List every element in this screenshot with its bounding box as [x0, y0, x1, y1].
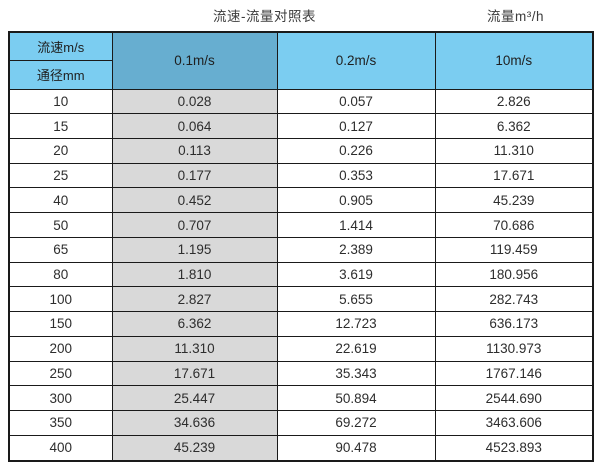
title-bar: 流速-流量对照表 流量m³/h — [0, 0, 600, 31]
table-row: 300 25.447 50.894 2544.690 — [8, 385, 594, 412]
table-row: 10 0.028 0.057 2.826 — [8, 88, 594, 115]
dn-cell: 200 — [8, 335, 113, 362]
dn-cell: 400 — [8, 434, 113, 462]
flow-value-cell: 2544.690 — [434, 385, 594, 412]
table-row: 150 6.362 12.723 636.173 — [8, 311, 594, 337]
flow-value-cell: 1767.146 — [434, 360, 594, 387]
dn-cell: 40 — [8, 187, 113, 214]
table-row: 100 2.827 5.655 282.743 — [8, 286, 594, 313]
flow-value-cell: 1.414 — [276, 212, 436, 238]
table-row: 25 0.177 0.353 17.671 — [8, 162, 594, 189]
flow-value-cell: 1.810 — [111, 261, 278, 288]
flow-value-cell: 90.478 — [276, 434, 436, 462]
flow-value-cell: 50.894 — [276, 385, 436, 412]
flow-value-cell: 0.905 — [276, 187, 436, 214]
flow-rate-table: 流速m/s 通径mm 0.1m/s 0.2m/s 10m/s 10 0.028 … — [8, 31, 594, 462]
column-header-0.1ms: 0.1m/s — [111, 31, 278, 90]
flow-value-cell: 0.177 — [111, 162, 278, 189]
flow-value-cell: 4523.893 — [434, 434, 594, 462]
corner-label-diameter: 通径mm — [36, 68, 85, 84]
dn-cell: 10 — [8, 88, 113, 115]
flow-value-cell: 12.723 — [276, 311, 436, 337]
dn-cell: 15 — [8, 113, 113, 139]
flow-value-cell: 11.310 — [434, 137, 594, 164]
dn-cell: 65 — [8, 236, 113, 263]
flow-value-cell: 25.447 — [111, 385, 278, 412]
flow-value-cell: 69.272 — [276, 410, 436, 436]
dn-cell: 350 — [8, 410, 113, 436]
column-header-10ms: 10m/s — [434, 31, 594, 90]
flow-value-cell: 636.173 — [434, 311, 594, 337]
flow-value-cell: 0.353 — [276, 162, 436, 189]
flow-value-cell: 6.362 — [434, 113, 594, 139]
flow-value-cell: 3463.606 — [434, 410, 594, 436]
flow-value-cell: 119.459 — [434, 236, 594, 263]
flow-value-cell: 17.671 — [434, 162, 594, 189]
flow-value-cell: 0.707 — [111, 212, 278, 238]
flow-value-cell: 0.127 — [276, 113, 436, 139]
flow-value-cell: 2.827 — [111, 286, 278, 313]
table-row: 15 0.064 0.127 6.362 — [8, 113, 594, 139]
corner-split: 流速m/s 通径mm — [10, 33, 112, 89]
flow-value-cell: 0.452 — [111, 187, 278, 214]
flow-value-cell: 2.826 — [434, 88, 594, 115]
flow-value-cell: 0.057 — [276, 88, 436, 115]
flow-value-cell: 3.619 — [276, 261, 436, 288]
dn-cell: 80 — [8, 261, 113, 288]
flow-value-cell: 0.226 — [276, 137, 436, 164]
dn-cell: 100 — [8, 286, 113, 313]
table-row: 350 34.636 69.272 3463.606 — [8, 410, 594, 436]
dn-cell: 250 — [8, 360, 113, 387]
flow-value-cell: 282.743 — [434, 286, 594, 313]
dn-cell: 150 — [8, 311, 113, 337]
flow-value-cell: 0.113 — [111, 137, 278, 164]
table-row: 40 0.452 0.905 45.239 — [8, 187, 594, 214]
table-row: 20 0.113 0.226 11.310 — [8, 137, 594, 164]
flow-value-cell: 11.310 — [111, 335, 278, 362]
flow-value-cell: 6.362 — [111, 311, 278, 337]
flow-unit-label: 流量m³/h — [487, 9, 544, 24]
flow-value-cell: 34.636 — [111, 410, 278, 436]
corner-header-cell: 流速m/s 通径mm — [8, 31, 113, 90]
column-header-0.2ms: 0.2m/s — [276, 31, 436, 90]
corner-label-velocity: 流速m/s — [10, 33, 112, 62]
flow-value-cell: 70.686 — [434, 212, 594, 238]
table-header: 流速m/s 通径mm 0.1m/s 0.2m/s 10m/s — [8, 31, 594, 90]
table-row: 200 11.310 22.619 1130.973 — [8, 335, 594, 362]
table-row: 65 1.195 2.389 119.459 — [8, 236, 594, 263]
table-row: 80 1.810 3.619 180.956 — [8, 261, 594, 288]
flow-value-cell: 1.195 — [111, 236, 278, 263]
table-row: 400 45.239 90.478 4523.893 — [8, 434, 594, 462]
flow-value-cell: 45.239 — [111, 434, 278, 462]
flow-value-cell: 17.671 — [111, 360, 278, 387]
table-title: 流速-流量对照表 — [213, 9, 316, 24]
table-body: 10 0.028 0.057 2.826 15 0.064 0.127 6.36… — [8, 88, 594, 462]
flow-value-cell: 5.655 — [276, 286, 436, 313]
dn-cell: 25 — [8, 162, 113, 189]
flow-value-cell: 1130.973 — [434, 335, 594, 362]
flow-value-cell: 0.028 — [111, 88, 278, 115]
flow-value-cell: 35.343 — [276, 360, 436, 387]
table-row: 50 0.707 1.414 70.686 — [8, 212, 594, 238]
flow-value-cell: 180.956 — [434, 261, 594, 288]
flow-value-cell: 45.239 — [434, 187, 594, 214]
flow-value-cell: 2.389 — [276, 236, 436, 263]
flow-value-cell: 22.619 — [276, 335, 436, 362]
header-row: 流速m/s 通径mm 0.1m/s 0.2m/s 10m/s — [8, 31, 594, 90]
dn-cell: 300 — [8, 385, 113, 412]
dn-cell: 50 — [8, 212, 113, 238]
table-row: 250 17.671 35.343 1767.146 — [8, 360, 594, 387]
dn-cell: 20 — [8, 137, 113, 164]
flow-value-cell: 0.064 — [111, 113, 278, 139]
